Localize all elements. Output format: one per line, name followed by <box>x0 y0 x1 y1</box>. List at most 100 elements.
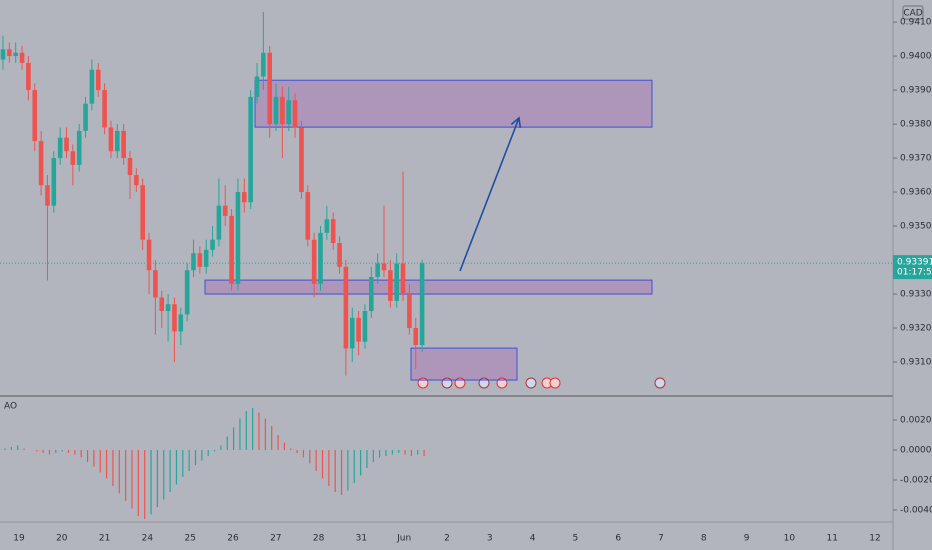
candle-body <box>216 205 222 240</box>
candle-body <box>261 52 266 77</box>
x-tick-label: 19 <box>13 534 25 544</box>
candle-body <box>280 96 285 125</box>
x-tick-label: 5 <box>573 534 579 544</box>
candle-body <box>394 263 399 301</box>
candle-body <box>184 270 190 315</box>
candle-body <box>121 130 126 159</box>
last-price-label: 0.93391 <box>897 258 932 268</box>
last-price-box <box>893 255 932 280</box>
candle-body <box>153 270 158 298</box>
ao-y-tick-label: -0.00400 <box>900 506 932 516</box>
zone <box>204 279 653 295</box>
candle-body <box>57 137 63 159</box>
x-tick-label: 6 <box>615 534 621 544</box>
candle-body <box>318 232 323 284</box>
arrow <box>459 117 520 272</box>
candle-body <box>83 103 88 131</box>
indicator-name: AO <box>4 402 17 412</box>
event-icon[interactable] <box>549 377 561 389</box>
x-tick-label: 10 <box>784 534 796 544</box>
candle-body <box>248 96 253 203</box>
x-tick-label: 11 <box>826 534 837 544</box>
x-tick-label: Jun <box>396 534 411 544</box>
candle-body <box>254 76 260 97</box>
candle-body <box>127 158 133 176</box>
candle-body <box>292 100 298 128</box>
candle-body <box>299 127 304 193</box>
event-icon[interactable] <box>525 377 537 389</box>
x-tick-label: 12 <box>869 534 880 544</box>
candle-body <box>400 263 406 295</box>
x-tick-label: 2 <box>444 534 450 544</box>
x-tick-label: 7 <box>658 534 664 544</box>
candle-body <box>375 263 380 278</box>
x-tick-label: 21 <box>99 534 110 544</box>
candle-body <box>242 192 247 203</box>
currency-box[interactable] <box>902 5 924 20</box>
currency: CAD <box>903 9 922 19</box>
candle-body <box>140 185 145 240</box>
candle-body <box>330 219 336 244</box>
event-icon[interactable] <box>654 377 666 389</box>
arrow-head <box>510 116 522 128</box>
candle-body <box>388 270 393 301</box>
candle-body <box>108 127 114 152</box>
candle-body <box>229 215 234 284</box>
candle-body <box>134 175 139 186</box>
candle-body <box>70 151 76 165</box>
countdown: 01:17:52 <box>897 268 932 278</box>
candle-body <box>13 52 18 57</box>
x-tick-label: 25 <box>184 534 195 544</box>
candle-body <box>165 304 171 312</box>
candle-body <box>89 69 95 104</box>
candle-body <box>349 317 355 349</box>
candle-body <box>45 185 50 206</box>
candle-body <box>356 317 361 342</box>
x-tick-label: 26 <box>227 534 239 544</box>
candle-body <box>115 130 120 152</box>
candle-body <box>337 243 342 267</box>
candle-body <box>76 130 82 165</box>
candle-body <box>286 100 292 125</box>
candle-body <box>197 253 203 267</box>
candle-body <box>146 239 152 271</box>
zone <box>254 79 653 128</box>
candle-body <box>191 253 196 271</box>
x-tick-label: 9 <box>744 534 750 544</box>
candle-body <box>222 205 228 216</box>
candle-body <box>305 192 311 240</box>
zone <box>410 347 518 381</box>
x-tick-label: 28 <box>313 534 325 544</box>
candle-body <box>102 90 107 128</box>
candle-body <box>26 62 31 91</box>
candle-body <box>235 192 241 284</box>
x-tick-label: 27 <box>270 534 281 544</box>
candle-body <box>362 311 368 342</box>
candle-body <box>267 52 272 125</box>
candle-body <box>172 304 177 332</box>
x-tick-label: 3 <box>487 534 493 544</box>
candle-body <box>203 249 209 267</box>
candle-body <box>51 158 57 206</box>
candle-body <box>19 52 25 63</box>
x-tick-label: 20 <box>56 534 68 544</box>
candle-body <box>311 239 317 284</box>
candle-body <box>7 49 12 57</box>
candle-body <box>32 90 38 142</box>
ao-y-tick-label: 0.00000 <box>900 446 932 456</box>
x-tick-label: 24 <box>142 534 154 544</box>
x-tick-label: 31 <box>356 534 367 544</box>
candle-body <box>95 69 101 91</box>
